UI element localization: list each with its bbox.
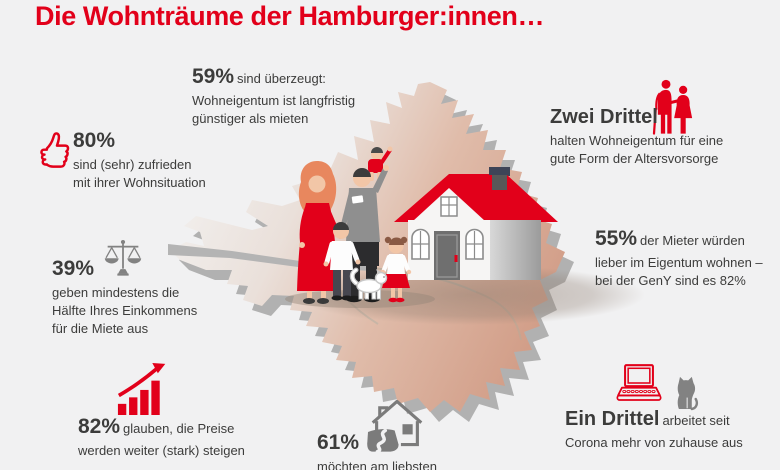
stat-text-line: günstiger als mieten <box>192 111 309 126</box>
stat-text-line: für die Miete aus <box>52 321 149 336</box>
rising-bar-chart-icon <box>117 363 166 415</box>
stat-value: 55% <box>595 227 638 250</box>
cat-icon <box>677 376 699 411</box>
stat-value: 39% <box>52 257 95 280</box>
thumbs-up-icon <box>40 132 70 168</box>
stat-prices-rise: 82% glauben, die Preise werden weiter (st… <box>78 414 245 460</box>
stat-text-line: bei der GenY sind es 82% <box>595 273 746 288</box>
stat-convinced: 59% sind überzeugt: Wohneigentum ist lang… <box>192 64 355 128</box>
stat-lead: sind überzeugt: <box>237 71 326 86</box>
stat-value: Ein Drittel <box>565 408 660 430</box>
stat-satisfied: 80% sind (sehr) zufrieden mit ihrer Wohn… <box>73 128 206 192</box>
stat-text-line: werden weiter (stark) steigen <box>78 443 245 458</box>
stat-text-line: gute Form der Altersvorsorge <box>550 151 719 166</box>
stat-retirement: Zwei Drittel halten Wohneigentum für ein… <box>550 104 723 168</box>
boy-figure <box>323 222 361 301</box>
stat-value: Zwei Drittel <box>550 106 658 128</box>
stat-text-line: lieber im Eigentum wohnen – <box>595 255 763 270</box>
stat-text-line: Hälfte Ihres Einkommens <box>52 303 198 318</box>
dog-figure <box>349 267 388 300</box>
house-with-path-icon <box>367 399 423 454</box>
stat-lead: glauben, die Preise <box>123 421 235 436</box>
page-title: Die Wohnträume der Hamburger:innen… <box>35 1 545 31</box>
stat-value: 80% <box>73 129 116 152</box>
family-illustration <box>297 146 412 304</box>
stat-text-line: möchten am liebsten <box>317 459 437 470</box>
stat-move-wish: 61% möchten am liebsten <box>317 430 437 470</box>
stat-renters: 55% der Mieter würden lieber im Eigentum … <box>595 226 763 290</box>
stat-value: 82% <box>78 415 121 438</box>
stat-text-line: geben mindestens die <box>52 285 180 300</box>
laptop-icon <box>616 364 662 401</box>
scales-icon <box>104 239 142 276</box>
stat-text-line: Corona mehr von zuhause aus <box>565 435 743 450</box>
stat-text-line: sind (sehr) zufrieden <box>73 157 192 172</box>
stat-home-office: Ein Drittel arbeitet seit Corona mehr von… <box>565 406 743 452</box>
girl-figure <box>380 236 412 303</box>
stat-text-line: Wohneigentum ist langfristig <box>192 93 356 108</box>
stat-value: 59% <box>192 65 235 88</box>
stat-lead: arbeitet seit <box>662 413 730 428</box>
elderly-couple-icon <box>652 79 693 135</box>
stat-value: 61% <box>317 431 360 454</box>
stat-lead: der Mieter würden <box>640 233 745 248</box>
house-illustration <box>394 167 558 280</box>
stat-text-line: mit ihrer Wohnsituation <box>73 175 206 190</box>
stat-rent-burden: 39% geben mindestens die Hälfte Ihres Ei… <box>52 256 197 338</box>
stat-text-line: halten Wohneigentum für eine <box>550 133 724 148</box>
